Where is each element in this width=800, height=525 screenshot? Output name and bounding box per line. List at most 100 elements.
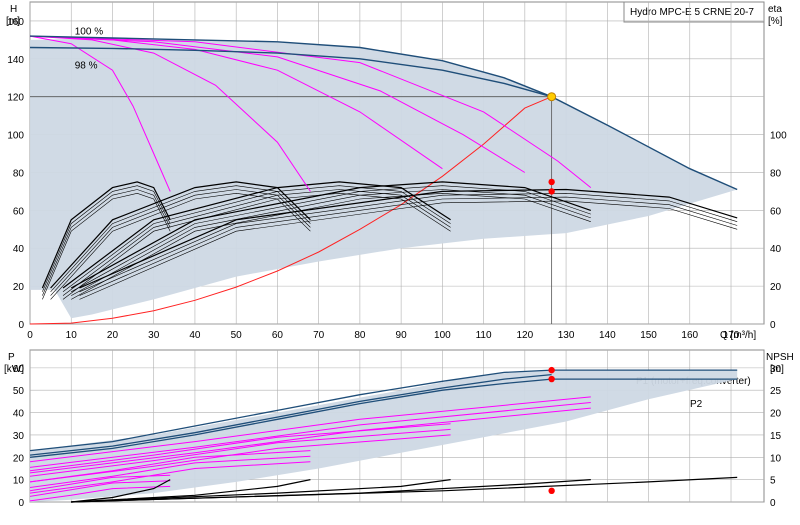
speed-power-curve bbox=[29, 474, 171, 492]
eta-tick-label: 0 bbox=[770, 320, 776, 331]
power-marker bbox=[548, 366, 555, 374]
head-axis-label: H bbox=[10, 4, 17, 15]
x-tick-label: 20 bbox=[107, 330, 119, 341]
qh-curve bbox=[29, 46, 552, 98]
x-tick-label: 30 bbox=[148, 330, 160, 341]
efficiency-curve bbox=[42, 192, 171, 300]
power-marker bbox=[548, 487, 555, 495]
npsh-axis-label: NPSH bbox=[766, 352, 794, 363]
efficiency-curve bbox=[41, 181, 171, 289]
eta-tick-label: 80 bbox=[770, 168, 782, 179]
speed-power-curve bbox=[29, 396, 591, 463]
head-tick-label: 120 bbox=[7, 93, 24, 104]
power-tick-label: 0 bbox=[18, 498, 24, 509]
p1-curve bbox=[29, 373, 552, 456]
x-tick-label: 60 bbox=[272, 330, 284, 341]
npsh-tick-label: 30 bbox=[770, 364, 782, 375]
efficiency-curve bbox=[62, 192, 451, 300]
efficiency-curve bbox=[79, 188, 738, 289]
speed-curve bbox=[29, 35, 311, 192]
speed-power-curve bbox=[29, 434, 451, 483]
x-tick-label: 0 bbox=[27, 330, 33, 341]
power-axis-unit: [kW] bbox=[4, 364, 24, 375]
x-tick-label: 10 bbox=[66, 330, 78, 341]
p1-curve bbox=[29, 369, 738, 452]
npsh-tick-label: 0 bbox=[770, 498, 776, 509]
head-tick-label: 160 bbox=[7, 17, 24, 28]
efficiency-curve bbox=[79, 192, 738, 293]
speed-power-curve bbox=[29, 455, 311, 488]
power-tick-label: 20 bbox=[13, 453, 25, 464]
x-tick-label: 50 bbox=[231, 330, 243, 341]
efficiency-marker bbox=[548, 188, 555, 195]
eta-tick-label: 20 bbox=[770, 282, 782, 293]
x-tick-label: 150 bbox=[640, 330, 657, 341]
x-tick-label: 80 bbox=[354, 330, 366, 341]
speed-power-curve bbox=[29, 461, 311, 494]
efficiency-curve bbox=[79, 200, 738, 300]
efficiency-marker bbox=[548, 178, 555, 186]
power-axis-label: P bbox=[8, 352, 15, 363]
npsh-curve bbox=[71, 479, 451, 503]
speed-curve bbox=[29, 35, 526, 173]
npsh-tick-label: 5 bbox=[770, 476, 776, 487]
npsh-axis-unit: [m] bbox=[770, 364, 784, 375]
head-tick-label: 80 bbox=[13, 168, 25, 179]
efficiency-curve bbox=[62, 181, 451, 289]
head-tick-label: 0 bbox=[18, 320, 24, 331]
power-tick-label: 60 bbox=[13, 364, 25, 375]
head-axis-unit: [m] bbox=[6, 16, 20, 27]
power-tick-label: 40 bbox=[13, 409, 25, 420]
x-tick-label: 70 bbox=[313, 330, 325, 341]
x-tick-label: 140 bbox=[599, 330, 616, 341]
npsh-curve bbox=[71, 476, 738, 503]
efficiency-curve bbox=[42, 189, 171, 296]
p2-curve bbox=[29, 378, 738, 458]
efficiency-curve bbox=[50, 189, 311, 296]
head-tick-label: 20 bbox=[13, 282, 25, 293]
npsh-tick-label: 10 bbox=[770, 453, 782, 464]
npsh-tick-label: 15 bbox=[770, 431, 782, 442]
chart-title-box bbox=[623, 1, 765, 23]
efficiency-curve bbox=[50, 185, 311, 293]
x-tick-label: 110 bbox=[476, 330, 492, 341]
system-curve bbox=[29, 96, 552, 325]
head-panel: H [m] eta [%] Hydro MPC-E 5 CRNE 20-7 Q … bbox=[6, 1, 787, 341]
npsh-tick-label: 20 bbox=[770, 409, 782, 420]
x-tick-label: 90 bbox=[396, 330, 408, 341]
efficiency-curve bbox=[42, 185, 171, 292]
efficiency-curve bbox=[71, 189, 591, 296]
efficiency-curve bbox=[62, 189, 451, 296]
x-tick-label: 40 bbox=[189, 330, 201, 341]
speed-curve bbox=[29, 35, 592, 188]
chart-title: Hydro MPC-E 5 CRNE 20-7 bbox=[630, 7, 754, 18]
operating-envelope bbox=[30, 38, 738, 319]
qh-curve bbox=[29, 35, 738, 191]
efficiency-curve bbox=[70, 181, 591, 289]
p2-legend-label: P2 bbox=[690, 399, 703, 410]
head-tick-label: 100 bbox=[7, 131, 24, 142]
eta-tick-label: 100 bbox=[770, 131, 787, 142]
eta-axis-unit: [%] bbox=[768, 16, 783, 27]
eta-tick-label: 60 bbox=[770, 206, 782, 217]
efficiency-curve bbox=[71, 185, 591, 293]
speed-power-curve bbox=[29, 485, 171, 502]
npsh-curve bbox=[71, 479, 171, 503]
speed-power-curve bbox=[29, 428, 451, 477]
npsh-curve bbox=[71, 479, 311, 503]
speed-label: 98 % bbox=[75, 61, 98, 72]
x-tick-label: 130 bbox=[558, 330, 575, 341]
head-tick-label: 60 bbox=[13, 206, 25, 217]
efficiency-curve bbox=[79, 196, 738, 296]
duty-point-marker bbox=[547, 92, 557, 102]
x-tick-label: 160 bbox=[681, 330, 698, 341]
speed-power-curve bbox=[29, 402, 591, 468]
speed-power-curve bbox=[29, 407, 591, 474]
power-tick-label: 30 bbox=[13, 431, 25, 442]
head-tick-label: 40 bbox=[13, 244, 25, 255]
power-tick-label: 50 bbox=[13, 386, 25, 397]
power-envelope bbox=[30, 370, 738, 502]
x-tick-label: 120 bbox=[516, 330, 533, 341]
